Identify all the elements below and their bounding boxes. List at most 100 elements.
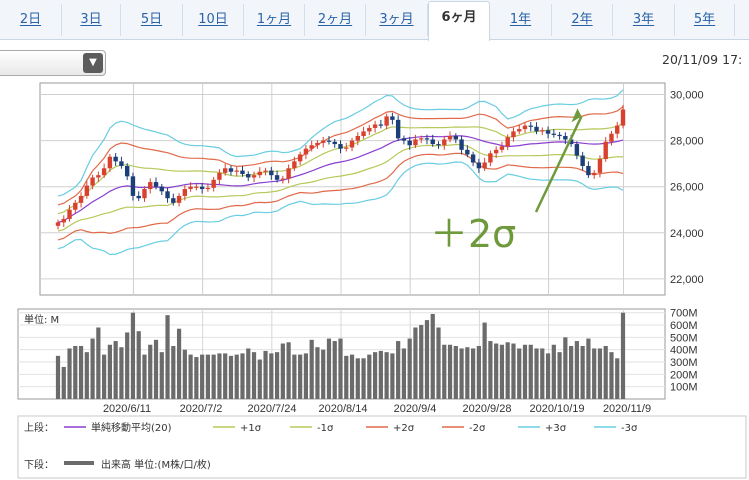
- chart-type-dropdown[interactable]: ▼: [0, 50, 106, 76]
- volume-bar: [309, 339, 314, 399]
- candle-body: [84, 185, 90, 196]
- tab-label: 2日: [19, 12, 42, 27]
- tab-period-10[interactable]: 3年: [613, 4, 675, 36]
- volume-bar: [298, 354, 303, 399]
- volume-bar: [286, 342, 291, 399]
- volume-bar: [263, 350, 268, 399]
- volume-bar: [413, 327, 418, 399]
- candle-body: [240, 170, 245, 175]
- tab-period-9[interactable]: 2年: [552, 4, 613, 36]
- last-update-datetime: 20/11/09 17:: [662, 52, 743, 67]
- date-tick-label: 2020/11/9: [603, 403, 651, 415]
- volume-bar: [488, 341, 493, 399]
- volume-bar: [240, 353, 245, 399]
- candle-body: [568, 139, 574, 145]
- candle-body: [159, 186, 164, 192]
- volume-bar: [384, 352, 389, 399]
- volume-bar: [332, 341, 337, 399]
- volume-bar: [274, 352, 280, 399]
- candle-body: [142, 189, 147, 199]
- volume-bar: [269, 353, 274, 399]
- volume-bar: [326, 338, 332, 399]
- candle-body: [344, 147, 349, 149]
- period-tab-bar: 2日 3日 5日 10日 1ヶ月 2ヶ月 3ヶ月 6ヶ月 1年 2年 3年 5年: [0, 0, 749, 41]
- minus-1-sigma-line: [57, 143, 624, 232]
- legend-item-label: -2σ: [469, 423, 486, 434]
- volume-bar: [257, 359, 262, 399]
- volume-bar: [176, 328, 182, 399]
- tab-period-6[interactable]: 3ヶ月: [366, 4, 428, 36]
- candle-body: [153, 182, 159, 187]
- date-tick-label: 2020/9/4: [394, 403, 437, 415]
- tab-label: 5日: [140, 12, 163, 27]
- candle-body: [401, 138, 407, 141]
- volume-bar: [148, 344, 153, 399]
- tab-period-5[interactable]: 2ヶ月: [305, 4, 366, 36]
- candle-body: [551, 133, 557, 135]
- tab-period-4[interactable]: 1ヶ月: [244, 4, 305, 36]
- volume-bar: [592, 348, 597, 399]
- tab-label: 3年: [632, 12, 655, 27]
- volume-bar: [107, 344, 112, 399]
- candle-body: [338, 144, 343, 149]
- tab-label: 10日: [198, 12, 228, 27]
- candle-body: [78, 195, 84, 203]
- candle-body: [297, 154, 303, 162]
- candle-body: [372, 124, 378, 128]
- tab-period-1[interactable]: 3日: [62, 4, 121, 36]
- volume-bar: [482, 322, 487, 399]
- candle-body: [545, 130, 551, 134]
- volume-bar: [401, 348, 407, 399]
- candle-body: [436, 144, 441, 146]
- volume-bar: [574, 341, 579, 399]
- candle-body: [211, 179, 216, 188]
- tab-label: 6ヶ月: [441, 10, 477, 25]
- candle-body: [332, 141, 337, 145]
- candle-body: [540, 130, 545, 132]
- volume-bar: [90, 338, 95, 399]
- candle-body: [61, 218, 66, 223]
- volume-bar: [465, 347, 470, 399]
- candle-body: [586, 165, 591, 176]
- candle-body: [269, 170, 274, 176]
- candle-body: [453, 136, 459, 140]
- volume-bar: [136, 331, 141, 399]
- volume-bar: [292, 354, 297, 399]
- candle-body: [517, 129, 522, 132]
- chevron-down-icon[interactable]: ▼: [83, 53, 103, 73]
- candle-body: [597, 159, 603, 173]
- volume-bar: [534, 348, 539, 399]
- candle-body: [442, 139, 447, 146]
- price-tick-label: 24,000: [670, 228, 704, 240]
- tab-period-0[interactable]: 2日: [0, 4, 62, 36]
- tab-period-7[interactable]: 6ヶ月: [428, 1, 490, 41]
- candle-body: [557, 134, 562, 137]
- volume-bar: [73, 345, 78, 399]
- volume-tick-label: 600M: [670, 320, 698, 332]
- volume-bar: [505, 342, 510, 399]
- tab-label: 3ヶ月: [379, 12, 414, 27]
- candle-body: [407, 140, 412, 146]
- candle-body: [107, 156, 113, 169]
- legend-volume-label: 出来高 単位:(M株/口/枚): [101, 458, 211, 471]
- candle-body: [205, 187, 211, 190]
- candle-body: [476, 162, 482, 169]
- tab-period-11[interactable]: 5年: [675, 4, 735, 36]
- candle-body: [90, 177, 95, 186]
- tab-label: 1年: [509, 12, 532, 27]
- tab-period-8[interactable]: 1年: [490, 4, 552, 36]
- volume-bar: [430, 313, 435, 399]
- volume-bar: [119, 347, 124, 399]
- candle-body: [493, 149, 499, 154]
- candle-body: [326, 140, 332, 142]
- volume-bar: [419, 325, 424, 399]
- volume-bar: [228, 355, 234, 399]
- tab-period-3[interactable]: 10日: [183, 4, 244, 36]
- volume-bar: [217, 353, 222, 399]
- candle-body: [176, 195, 182, 203]
- volume-bar: [194, 357, 199, 399]
- volume-bar: [234, 354, 239, 399]
- tab-period-2[interactable]: 5日: [121, 4, 183, 36]
- volume-bar: [390, 353, 395, 399]
